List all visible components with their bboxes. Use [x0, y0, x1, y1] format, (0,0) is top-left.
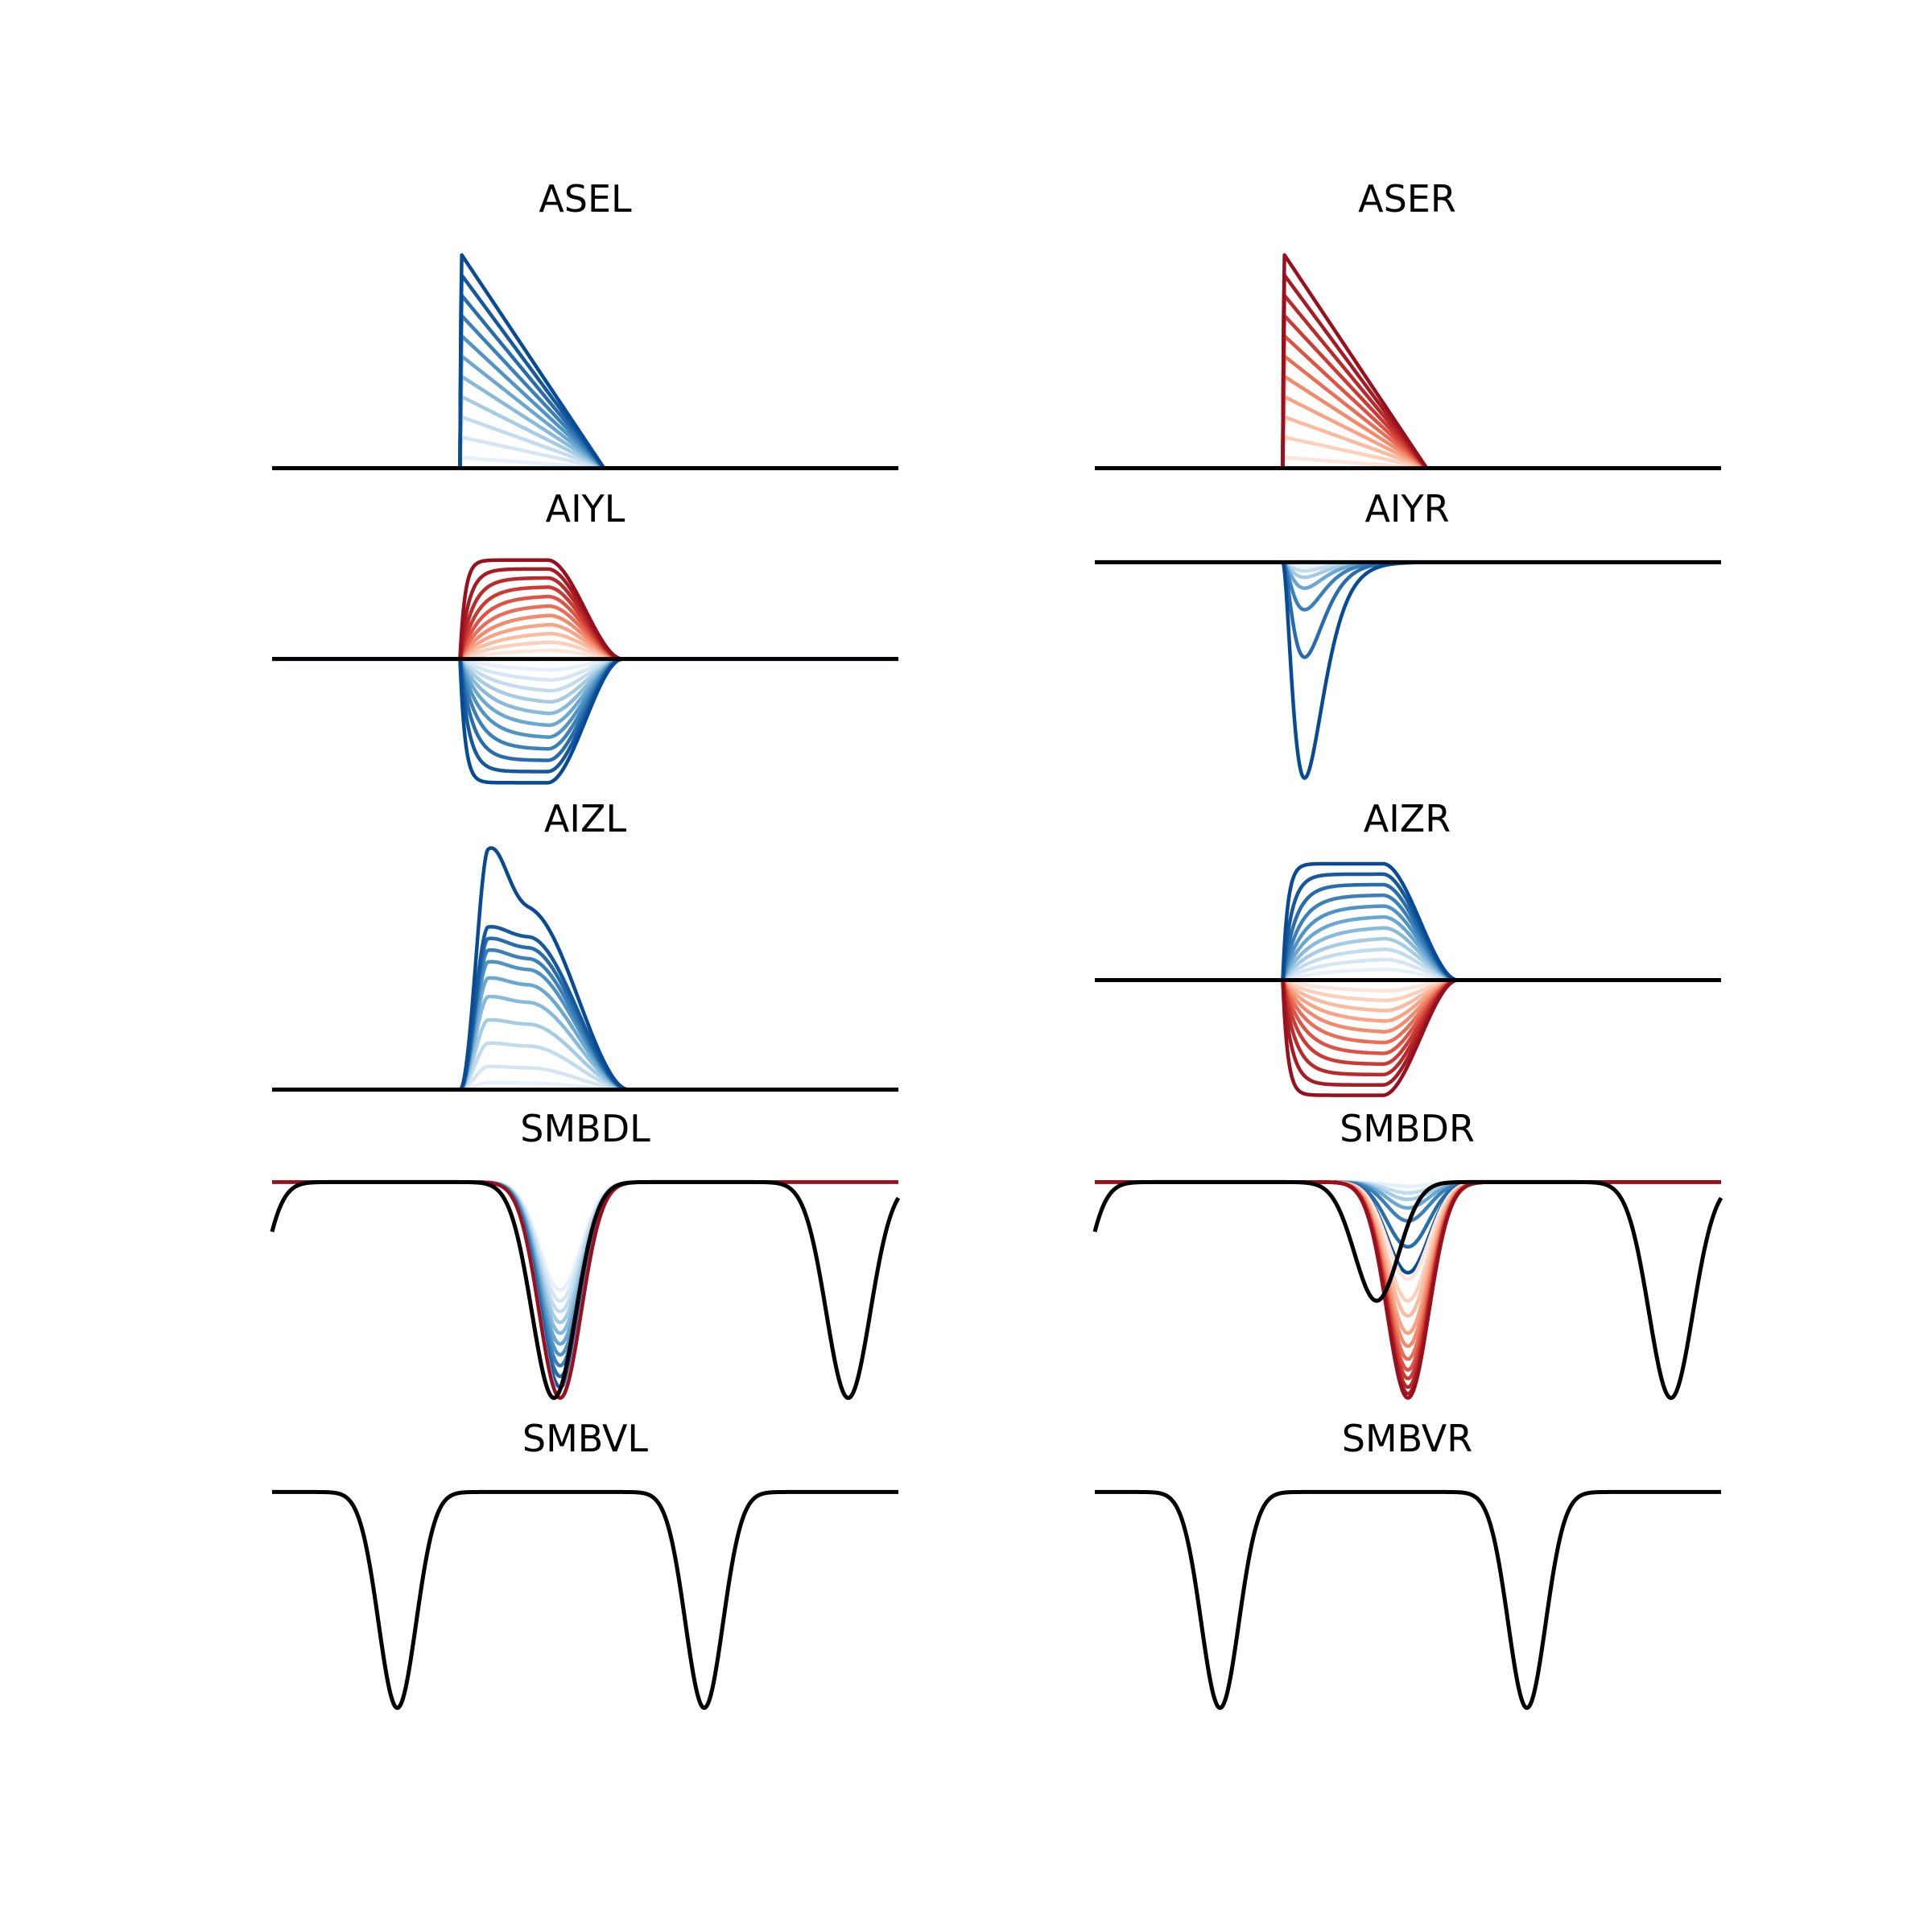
panel-title-smbdr: SMBDR — [1340, 1107, 1475, 1150]
smbdr-reference-trace — [1092, 1179, 1724, 1401]
panel-title-smbvl: SMBVL — [522, 1417, 648, 1460]
panel-title-aser: ASER — [1358, 177, 1456, 221]
smbvr-reference-trace — [1093, 1489, 1723, 1711]
panel-title-asel: ASEL — [539, 177, 632, 221]
smbvl-reference-trace — [270, 1489, 900, 1711]
panel-title-smbvr: SMBVR — [1342, 1417, 1472, 1460]
panel-title-aiyr: AIYR — [1364, 487, 1449, 530]
smbdl-reference-trace — [270, 1179, 901, 1401]
plot-layer — [270, 253, 1724, 1711]
panel-title-aizr: AIZR — [1364, 797, 1451, 840]
panel-title-aiyl: AIYL — [546, 487, 625, 530]
panel-title-aizl: AIZL — [544, 797, 627, 840]
panel-title-smbdl: SMBDL — [520, 1107, 650, 1150]
